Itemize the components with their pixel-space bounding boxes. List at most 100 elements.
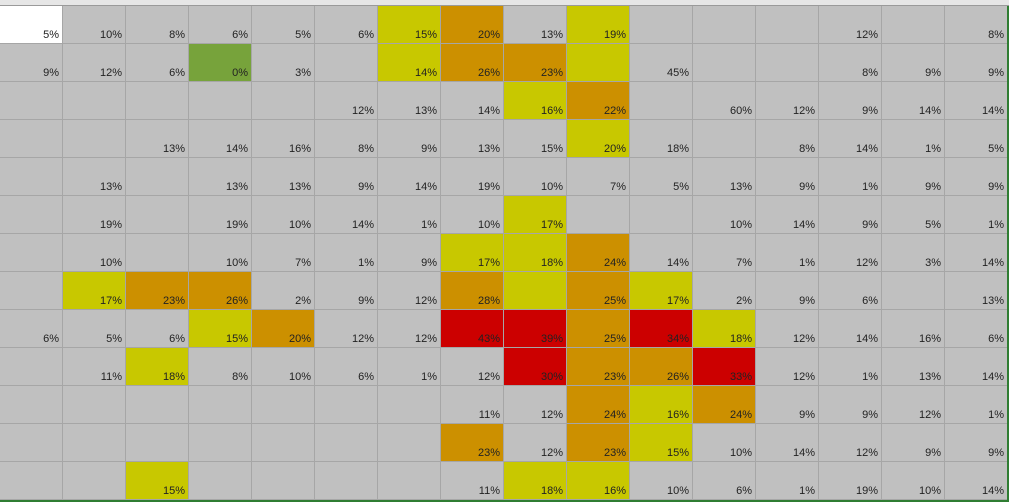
cell[interactable]: 14%	[378, 158, 441, 196]
cell[interactable]: 5%	[252, 6, 315, 44]
cell[interactable]: 9%	[945, 44, 1008, 82]
cell[interactable]: 9%	[378, 234, 441, 272]
cell[interactable]	[252, 82, 315, 120]
cell[interactable]: 9%	[945, 424, 1008, 462]
cell[interactable]	[63, 120, 126, 158]
cell[interactable]: 19%	[441, 158, 504, 196]
cell[interactable]: 8%	[189, 348, 252, 386]
cell[interactable]: 12%	[819, 424, 882, 462]
cell[interactable]: 6%	[126, 44, 189, 82]
cell[interactable]: 14%	[945, 234, 1008, 272]
cell[interactable]: 24%	[567, 386, 630, 424]
cell[interactable]: 12%	[378, 272, 441, 310]
cell[interactable]	[0, 120, 63, 158]
cell[interactable]: 23%	[567, 424, 630, 462]
cell[interactable]: 6%	[315, 348, 378, 386]
cell[interactable]: 13%	[441, 120, 504, 158]
cell[interactable]: 33%	[693, 348, 756, 386]
cell[interactable]	[252, 462, 315, 500]
cell[interactable]: 14%	[441, 82, 504, 120]
cell[interactable]: 19%	[189, 196, 252, 234]
cell[interactable]: 9%	[756, 272, 819, 310]
cell[interactable]: 19%	[819, 462, 882, 500]
cell[interactable]	[0, 272, 63, 310]
cell[interactable]: 14%	[315, 196, 378, 234]
cell[interactable]: 7%	[252, 234, 315, 272]
cell[interactable]: 17%	[441, 234, 504, 272]
cell[interactable]: 17%	[504, 196, 567, 234]
cell[interactable]: 1%	[315, 234, 378, 272]
cell[interactable]: 11%	[441, 386, 504, 424]
cell[interactable]: 14%	[378, 44, 441, 82]
cell[interactable]: 11%	[441, 462, 504, 500]
cell[interactable]: 39%	[504, 310, 567, 348]
cell[interactable]: 5%	[882, 196, 945, 234]
cell[interactable]: 10%	[63, 234, 126, 272]
cell[interactable]: 28%	[441, 272, 504, 310]
cell[interactable]: 18%	[126, 348, 189, 386]
cell[interactable]: 15%	[378, 6, 441, 44]
cell[interactable]	[567, 44, 630, 82]
cell[interactable]: 20%	[567, 120, 630, 158]
cell[interactable]: 12%	[882, 386, 945, 424]
cell[interactable]: 60%	[693, 82, 756, 120]
cell[interactable]: 6%	[0, 310, 63, 348]
cell[interactable]	[0, 82, 63, 120]
cell[interactable]: 13%	[63, 158, 126, 196]
cell[interactable]: 9%	[756, 158, 819, 196]
cell[interactable]: 10%	[63, 6, 126, 44]
cell[interactable]	[0, 158, 63, 196]
cell[interactable]: 25%	[567, 272, 630, 310]
cell[interactable]: 9%	[882, 424, 945, 462]
cell[interactable]	[126, 386, 189, 424]
cell[interactable]: 6%	[693, 462, 756, 500]
cell[interactable]: 5%	[0, 6, 63, 44]
cell[interactable]	[0, 424, 63, 462]
cell[interactable]	[252, 424, 315, 462]
cell[interactable]: 1%	[378, 196, 441, 234]
cell[interactable]: 1%	[756, 462, 819, 500]
cell[interactable]: 15%	[189, 310, 252, 348]
cell[interactable]: 9%	[882, 158, 945, 196]
cell[interactable]	[189, 424, 252, 462]
cell[interactable]	[0, 386, 63, 424]
cell[interactable]: 5%	[63, 310, 126, 348]
cell[interactable]: 8%	[945, 6, 1008, 44]
cell[interactable]: 8%	[315, 120, 378, 158]
cell[interactable]: 1%	[945, 386, 1008, 424]
cell[interactable]: 13%	[882, 348, 945, 386]
cell[interactable]: 10%	[630, 462, 693, 500]
cell[interactable]: 24%	[567, 234, 630, 272]
cell[interactable]: 18%	[630, 120, 693, 158]
cell[interactable]: 23%	[567, 348, 630, 386]
cell[interactable]: 14%	[630, 234, 693, 272]
cell[interactable]: 1%	[882, 120, 945, 158]
cell[interactable]	[315, 386, 378, 424]
cell[interactable]: 26%	[189, 272, 252, 310]
cell[interactable]: 8%	[126, 6, 189, 44]
cell[interactable]: 6%	[945, 310, 1008, 348]
cell[interactable]: 14%	[756, 424, 819, 462]
cell[interactable]: 13%	[378, 82, 441, 120]
cell[interactable]: 7%	[567, 158, 630, 196]
cell[interactable]	[693, 44, 756, 82]
cell[interactable]	[126, 234, 189, 272]
cell[interactable]	[630, 6, 693, 44]
cell[interactable]: 0%	[189, 44, 252, 82]
cell[interactable]: 6%	[819, 272, 882, 310]
cell[interactable]	[189, 386, 252, 424]
cell[interactable]: 1%	[819, 158, 882, 196]
cell[interactable]: 14%	[819, 120, 882, 158]
cell[interactable]: 10%	[693, 424, 756, 462]
cell[interactable]: 12%	[504, 424, 567, 462]
cell[interactable]: 20%	[441, 6, 504, 44]
cell[interactable]: 2%	[252, 272, 315, 310]
cell[interactable]: 12%	[63, 44, 126, 82]
cell[interactable]: 25%	[567, 310, 630, 348]
cell[interactable]: 12%	[378, 310, 441, 348]
cell[interactable]	[756, 6, 819, 44]
cell[interactable]: 1%	[378, 348, 441, 386]
cell[interactable]: 6%	[189, 6, 252, 44]
cell[interactable]: 23%	[441, 424, 504, 462]
cell[interactable]: 23%	[126, 272, 189, 310]
